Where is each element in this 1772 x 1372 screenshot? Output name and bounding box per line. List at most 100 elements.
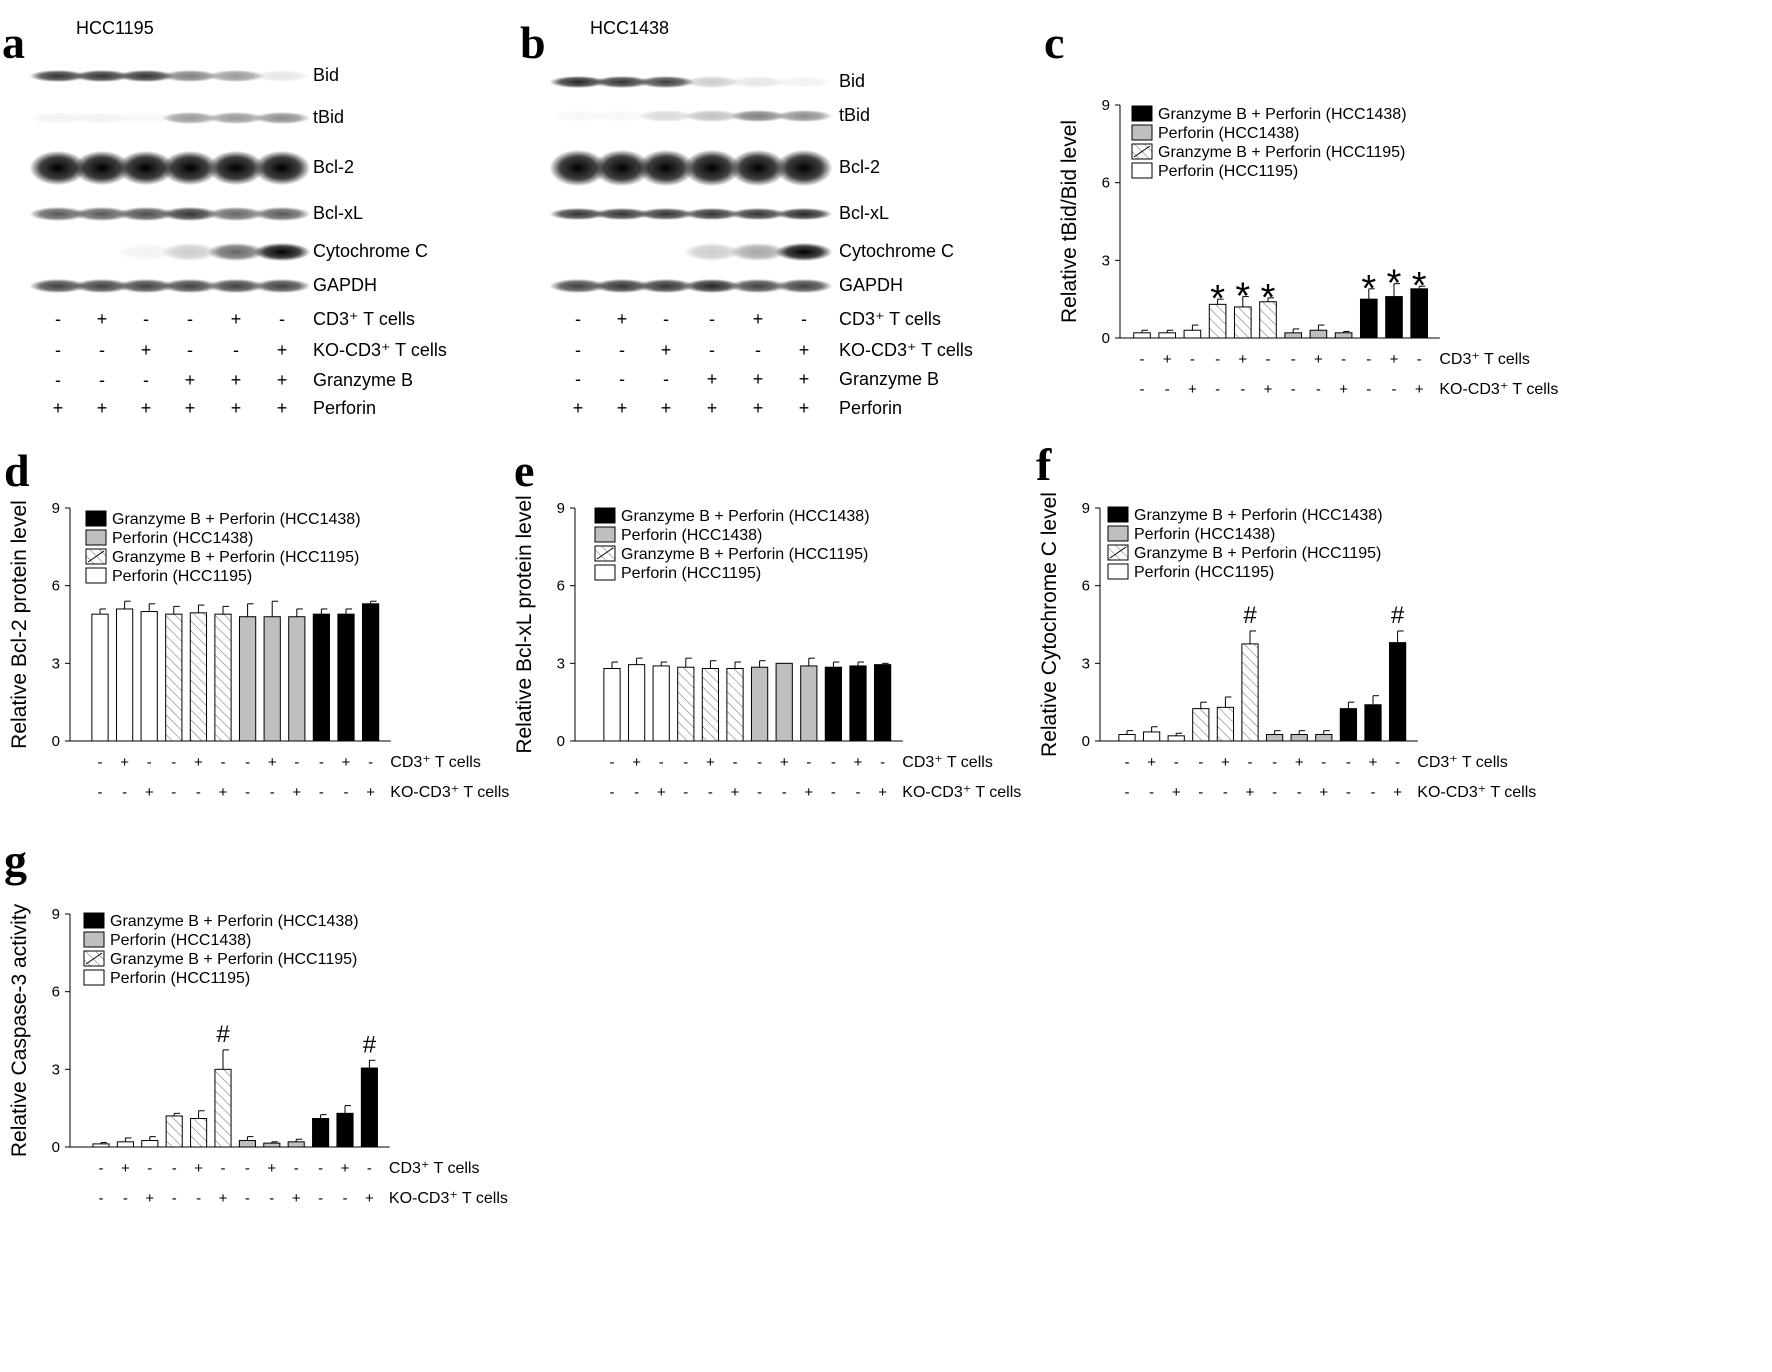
- x-sign-ko: -: [708, 784, 713, 801]
- y-tick-label: 3: [52, 655, 60, 672]
- legend-swatch: [85, 510, 107, 527]
- y-tick-label: 9: [52, 906, 60, 923]
- bar: [1309, 329, 1328, 339]
- blot-protein-label: Cytochrome C: [839, 241, 955, 261]
- panel-letter-c: c: [1044, 17, 1065, 68]
- blot-band: [638, 279, 694, 293]
- x-sign-ko: +: [365, 1190, 374, 1207]
- condition-sign: -: [575, 369, 581, 389]
- x-sign-ko: -: [1371, 784, 1376, 801]
- bar: [701, 668, 720, 742]
- x-row-label-cd3: CD3⁺ T cells: [902, 754, 993, 771]
- blot-protein-label: Bcl-2: [839, 157, 881, 177]
- blot-band: [254, 70, 310, 82]
- x-sign-cd3: +: [1314, 351, 1323, 368]
- panel-letter-g: g: [4, 835, 27, 886]
- legend-label: Granzyme B + Perforin (HCC1438): [110, 913, 359, 930]
- blot-band: [30, 243, 86, 261]
- x-sign-ko: +: [1415, 381, 1424, 398]
- x-sign-ko: -: [1240, 381, 1245, 398]
- x-row-label-cd3: CD3⁺ T cells: [389, 1160, 480, 1177]
- panel-letter-e: e: [514, 445, 535, 496]
- legend-swatch: [1107, 563, 1129, 580]
- bar: [337, 613, 355, 742]
- condition-sign: -: [279, 309, 285, 329]
- bar: [287, 1141, 305, 1148]
- panel-letter-d: d: [4, 445, 30, 496]
- x-sign-cd3: -: [99, 1160, 104, 1177]
- x-sign-ko: +: [1188, 381, 1197, 398]
- legend-label: Perforin (HCC1195): [1134, 564, 1274, 581]
- x-sign-cd3: -: [1366, 351, 1371, 368]
- bar: [1233, 306, 1252, 339]
- condition-sign: -: [55, 309, 61, 329]
- x-sign-ko: -: [196, 1190, 201, 1207]
- significance-mark: *: [1412, 265, 1427, 307]
- x-row-label-ko: KO-CD3⁺ T cells: [389, 1190, 508, 1207]
- y-axis-label: Relative Caspase-3 activity: [8, 903, 31, 1157]
- blot-band: [118, 243, 174, 261]
- x-sign-ko: +: [292, 1190, 301, 1207]
- bar: [1284, 332, 1303, 339]
- legend-label: Granzyme B + Perforin (HCC1438): [112, 511, 361, 528]
- bar: [1339, 708, 1358, 742]
- x-sign-ko: -: [1316, 381, 1321, 398]
- bar: [288, 616, 306, 742]
- blot-band: [74, 112, 130, 124]
- blot-cell-line-title: HCC1195: [76, 18, 154, 38]
- x-sign-ko: +: [1246, 784, 1255, 801]
- bar: [1118, 734, 1136, 742]
- panel-letter-a: a: [2, 17, 25, 68]
- legend-label: Perforin (HCC1438): [112, 530, 253, 547]
- legend-label: Perforin (HCC1438): [1158, 125, 1299, 142]
- x-sign-cd3: -: [245, 1160, 250, 1177]
- significance-mark: *: [1387, 263, 1402, 305]
- x-sign-cd3: -: [1190, 351, 1195, 368]
- x-sign-cd3: -: [1140, 351, 1145, 368]
- x-sign-ko: -: [122, 784, 127, 801]
- y-tick-label: 6: [1102, 175, 1110, 192]
- bar: [336, 1112, 354, 1148]
- blot-protein-label: Bcl-xL: [313, 203, 364, 223]
- bar: [1216, 706, 1235, 742]
- x-sign-ko: -: [172, 1190, 177, 1207]
- y-tick-label: 0: [1102, 330, 1110, 347]
- legend-label: Perforin (HCC1438): [1134, 526, 1275, 543]
- bar: [360, 1067, 378, 1148]
- x-sign-cd3: +: [1221, 754, 1230, 771]
- legend-label: Perforin (HCC1195): [110, 970, 250, 987]
- x-sign-cd3: -: [221, 754, 226, 771]
- bar: [1158, 332, 1177, 339]
- blot-band: [550, 208, 606, 220]
- condition-label: KO-CD3⁺ T cells: [839, 340, 973, 360]
- condition-sign: +: [752, 369, 764, 389]
- x-sign-ko: -: [1272, 784, 1277, 801]
- blot-band: [730, 279, 786, 293]
- legend-label: Granzyme B + Perforin (HCC1195): [621, 546, 868, 563]
- x-sign-ko: +: [804, 784, 813, 801]
- x-sign-cd3: -: [1125, 754, 1130, 771]
- x-sign-cd3: -: [245, 754, 250, 771]
- x-sign-cd3: -: [147, 1160, 152, 1177]
- condition-sign: +: [230, 309, 242, 329]
- legend-swatch: [1107, 506, 1129, 523]
- legend-label: Granzyme B + Perforin (HCC1195): [110, 951, 357, 968]
- x-sign-ko: +: [731, 784, 740, 801]
- x-sign-cd3: -: [659, 754, 664, 771]
- y-tick-label: 3: [557, 655, 565, 672]
- bar: [263, 1142, 281, 1148]
- x-sign-ko: +: [657, 784, 666, 801]
- condition-sign: -: [619, 369, 625, 389]
- y-tick-label: 9: [557, 500, 565, 517]
- x-sign-ko: -: [245, 1190, 250, 1207]
- blot-band: [684, 110, 740, 122]
- bar: [1183, 329, 1202, 339]
- legend-hatch-line: [1133, 145, 1151, 158]
- x-sign-cd3: -: [98, 754, 103, 771]
- blot-protein-label: GAPDH: [313, 275, 378, 295]
- blot-band: [776, 110, 832, 122]
- bar: [214, 1068, 232, 1148]
- x-sign-ko: -: [1346, 784, 1351, 801]
